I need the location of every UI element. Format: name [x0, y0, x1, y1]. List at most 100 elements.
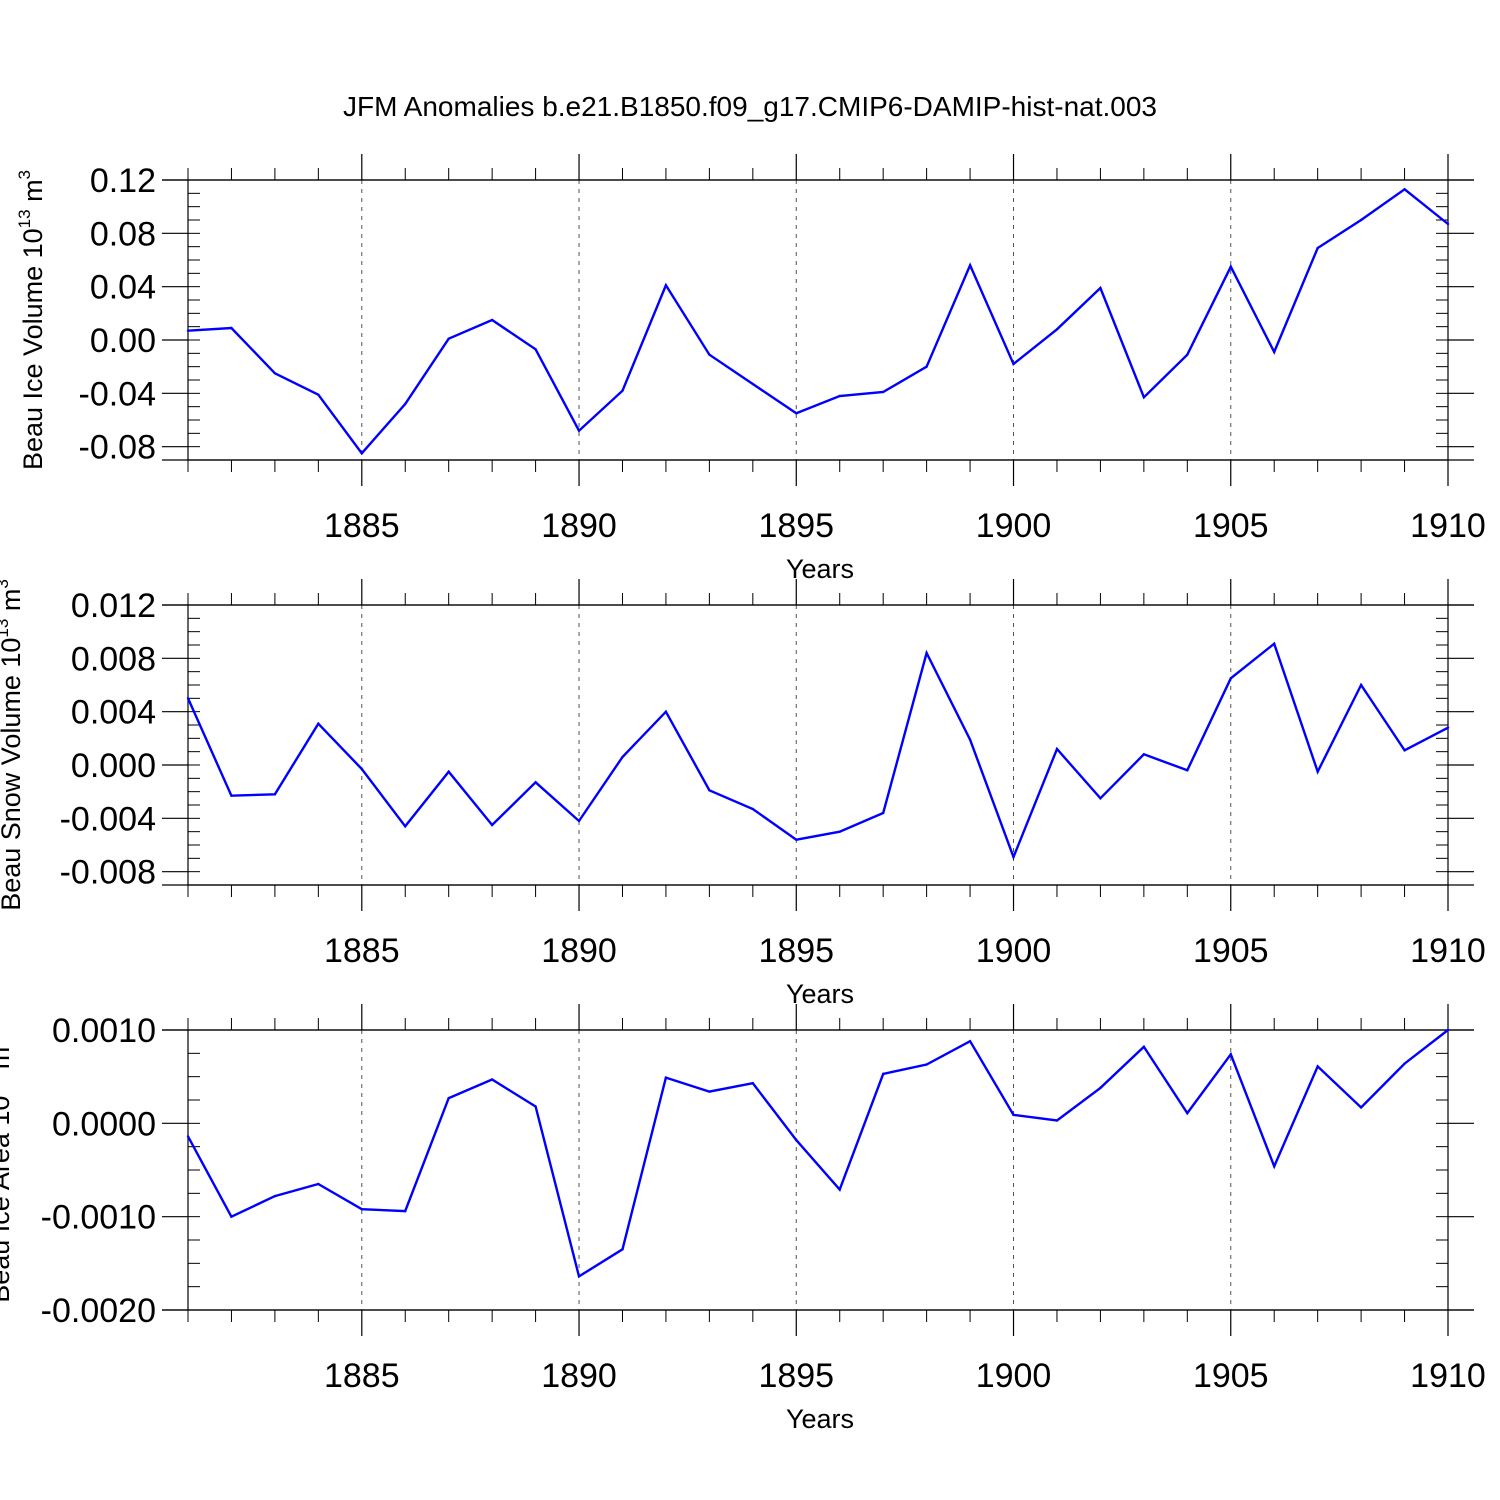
data-point: [925, 365, 928, 368]
data-point: [1316, 246, 1319, 250]
data-point: [881, 811, 885, 815]
data-point: [751, 382, 755, 386]
data-point: [360, 1208, 363, 1211]
panels: 0.12 0.08 0.04 0.00 -0.04 -0.08 1885 1890 1895 19…: [0, 154, 1486, 1434]
plot-frame: [187, 1029, 1449, 1311]
data-point: [1099, 797, 1102, 800]
data-point: [360, 452, 363, 455]
chart-title: JFM Anomalies b.e21.B1850.f09_g17.CMIP6-…: [343, 91, 1157, 122]
y-label-unit: m: [0, 1047, 15, 1077]
y-tick-label: -0.08: [79, 429, 157, 467]
x-tick-label: 1910: [1410, 507, 1486, 545]
data-point: [404, 402, 407, 406]
data-point: [230, 1215, 233, 1218]
data-point: [1316, 1065, 1319, 1068]
data-point: [838, 1188, 841, 1191]
data-point: [490, 823, 494, 827]
data-point: [881, 390, 885, 394]
data-point: [1186, 353, 1189, 356]
data-point: [1012, 362, 1015, 366]
data-point: [925, 1063, 928, 1066]
data-point: [925, 651, 928, 655]
data-point: [968, 1040, 972, 1043]
data-point: [1359, 218, 1363, 222]
data-point: [534, 781, 537, 784]
x-tick-label: 1885: [324, 1357, 400, 1395]
x-axis-label: Years: [786, 554, 854, 584]
data-point: [751, 807, 755, 811]
data-point: [1229, 677, 1232, 680]
data-point: [881, 1072, 885, 1076]
x-tick-label: 1910: [1410, 1357, 1486, 1395]
data-point: [273, 372, 277, 375]
data-point: [1229, 265, 1232, 268]
data-point: [1142, 753, 1146, 756]
y-label-unit-exp: 3: [15, 170, 34, 179]
data-point: [1446, 1028, 1450, 1032]
data-point: [838, 394, 841, 398]
plot-frame: [187, 604, 1449, 886]
x-tick-label: 1885: [324, 932, 400, 970]
data-point: [1186, 1111, 1189, 1115]
x-tick-label: 1900: [976, 1357, 1052, 1395]
data-point: [795, 1138, 798, 1142]
data-point: [1359, 683, 1363, 687]
data-point: [621, 755, 624, 759]
y-tick-label: -0.0010: [41, 1199, 156, 1237]
y-tick-label: 0.000: [71, 747, 156, 785]
data-point: [795, 412, 798, 415]
x-tick-label: 1905: [1193, 932, 1269, 970]
y-tick-label: 0.008: [71, 640, 156, 678]
y-label-unit: m: [0, 589, 26, 619]
series-line-beau-ice-area: [186, 1029, 1449, 1279]
x-axis-label: Years: [786, 1404, 854, 1434]
y-tick-label: 0.004: [71, 694, 156, 732]
data-point: [404, 1209, 407, 1213]
y-label-exp: 13: [0, 619, 12, 638]
y-tick-label: 0.00: [90, 322, 156, 360]
data-point: [838, 830, 841, 833]
data-point: [404, 825, 407, 828]
data-point: [708, 789, 711, 792]
x-tick-label: 1895: [758, 932, 834, 970]
x-tick-label: 1910: [1410, 932, 1486, 970]
series-line-beau-snow-volume: [186, 641, 1449, 861]
x-tick-label: 1895: [758, 507, 834, 545]
data-point: [1316, 770, 1319, 773]
data-point: [273, 1194, 277, 1198]
x-axis-label: Years: [786, 979, 854, 1009]
series-line-beau-ice-volume: [187, 187, 1449, 456]
data-point: [230, 794, 233, 797]
data-point: [360, 767, 363, 771]
data-point: [795, 838, 798, 841]
data-point: [1273, 642, 1276, 645]
data-point: [577, 429, 581, 432]
data-point: [490, 318, 494, 322]
data-point: [1273, 1165, 1276, 1168]
data-point: [664, 710, 668, 713]
data-point: [1446, 726, 1450, 729]
data-point: [664, 284, 668, 287]
y-tick-label: -0.04: [79, 375, 157, 413]
data-point: [621, 389, 624, 392]
data-point: [534, 1105, 537, 1108]
data-point: [186, 329, 190, 332]
y-tick-label: -0.004: [60, 800, 156, 838]
data-point: [447, 770, 450, 773]
y-label-main: Beau Ice Volume 10: [18, 228, 48, 470]
data-point: [1403, 1062, 1406, 1065]
data-point: [186, 697, 190, 700]
y-axis-label: Beau Ice Area 1013 m2: [0, 1037, 15, 1303]
y-label-unit-exp: 2: [0, 1037, 1, 1046]
data-point: [1099, 1086, 1102, 1090]
panel-3: 0.0010 0.0000 -0.0010 -0.0020 1885 1890 1895 19…: [0, 1004, 1486, 1434]
data-point: [1012, 1113, 1015, 1117]
data-point: [1403, 749, 1406, 752]
data-point: [708, 353, 711, 356]
data-point: [1055, 747, 1059, 751]
data-point: [273, 793, 277, 796]
x-tick-label: 1905: [1193, 1357, 1269, 1395]
data-point: [1446, 222, 1450, 226]
x-tick-label: 1895: [758, 1357, 834, 1395]
